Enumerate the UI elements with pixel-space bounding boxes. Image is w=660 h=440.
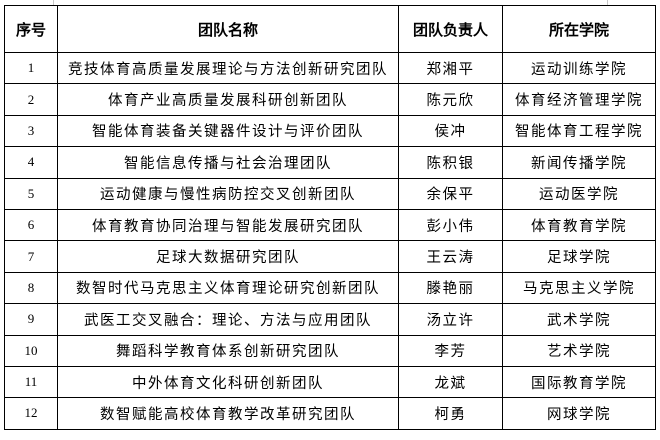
table-row: 9 武医工交叉融合：理论、方法与应用团队 汤立许 武术学院 xyxy=(4,303,656,336)
table-header-row: 序号 团队名称 团队负责人 所在学院 xyxy=(4,5,656,53)
teams-table: 序号 团队名称 团队负责人 所在学院 1 竞技体育高质量发展理论与方法创新研究团队… xyxy=(4,5,656,430)
cell-team-leader: 龙斌 xyxy=(398,365,503,399)
cell-team-leader: 郑湘平 xyxy=(398,51,503,85)
cell-college: 运动医学院 xyxy=(502,177,656,210)
cell-college: 足球学院 xyxy=(502,240,656,273)
cell-team-name: 数智赋能高校体育教学改革研究团队 xyxy=(57,397,399,430)
cell-team-leader: 陈积银 xyxy=(398,146,503,179)
table-row: 6 体育教育协同治理与智能发展研究团队 彭小伟 体育教育学院 xyxy=(4,208,656,242)
cell-team-leader: 王云涛 xyxy=(398,240,503,273)
cell-team-name: 足球大数据研究团队 xyxy=(57,240,399,273)
cell-team-name: 智能信息传播与社会治理团队 xyxy=(57,146,399,179)
header-index: 序号 xyxy=(4,5,58,53)
cell-team-leader: 汤立许 xyxy=(398,303,503,336)
table-row: 8 数智时代马克思主义体育理论研究创新团队 滕艳丽 马克思主义学院 xyxy=(4,271,656,305)
cell-college: 艺术学院 xyxy=(502,334,656,367)
table-row: 12 数智赋能高校体育教学改革研究团队 柯勇 网球学院 xyxy=(4,397,656,430)
cell-college: 武术学院 xyxy=(502,303,656,336)
cell-team-name: 竞技体育高质量发展理论与方法创新研究团队 xyxy=(57,51,399,85)
cell-college: 马克思主义学院 xyxy=(502,271,656,305)
cell-index: 8 xyxy=(4,271,58,305)
cell-team-name: 舞蹈科学教育体系创新研究团队 xyxy=(57,334,399,367)
cell-team-name: 体育产业高质量发展科研创新团队 xyxy=(57,83,399,116)
cell-team-leader: 李芳 xyxy=(398,334,503,367)
cell-index: 3 xyxy=(4,114,58,148)
cell-team-name: 中外体育文化科研创新团队 xyxy=(57,365,399,399)
cell-college: 体育经济管理学院 xyxy=(502,83,656,116)
header-team-name: 团队名称 xyxy=(57,5,399,53)
cell-team-leader: 柯勇 xyxy=(398,397,503,430)
cell-team-name: 体育教育协同治理与智能发展研究团队 xyxy=(57,208,399,242)
table-row: 2 体育产业高质量发展科研创新团队 陈元欣 体育经济管理学院 xyxy=(4,83,656,116)
cell-team-leader: 侯冲 xyxy=(398,114,503,148)
cell-index: 7 xyxy=(4,240,58,273)
cell-college: 网球学院 xyxy=(502,397,656,430)
page-margin-mark-right xyxy=(607,0,608,5)
cell-index: 6 xyxy=(4,208,58,242)
cell-team-leader: 滕艳丽 xyxy=(398,271,503,305)
table-row: 5 运动健康与慢性病防控交叉创新团队 余保平 运动医学院 xyxy=(4,177,656,210)
cell-index: 12 xyxy=(4,397,58,430)
page-margin-mark-left xyxy=(53,0,54,5)
table-row: 1 竞技体育高质量发展理论与方法创新研究团队 郑湘平 运动训练学院 xyxy=(4,51,656,85)
cell-index: 9 xyxy=(4,303,58,336)
header-team-leader: 团队负责人 xyxy=(398,5,503,53)
table-row: 11 中外体育文化科研创新团队 龙斌 国际教育学院 xyxy=(4,365,656,399)
table-row: 3 智能体育装备关键器件设计与评价团队 侯冲 智能体育工程学院 xyxy=(4,114,656,148)
cell-index: 4 xyxy=(4,146,58,179)
cell-college: 新闻传播学院 xyxy=(502,146,656,179)
cell-team-leader: 彭小伟 xyxy=(398,208,503,242)
table-row: 7 足球大数据研究团队 王云涛 足球学院 xyxy=(4,240,656,273)
table-row: 10 舞蹈科学教育体系创新研究团队 李芳 艺术学院 xyxy=(4,334,656,367)
cell-college: 运动训练学院 xyxy=(502,51,656,85)
cell-team-leader: 余保平 xyxy=(398,177,503,210)
cell-team-name: 数智时代马克思主义体育理论研究创新团队 xyxy=(57,271,399,305)
cell-team-name: 运动健康与慢性病防控交叉创新团队 xyxy=(57,177,399,210)
cell-index: 10 xyxy=(4,334,58,367)
cell-college: 智能体育工程学院 xyxy=(502,114,656,148)
cell-index: 5 xyxy=(4,177,58,210)
cell-index: 11 xyxy=(4,365,58,399)
cell-college: 体育教育学院 xyxy=(502,208,656,242)
cell-college: 国际教育学院 xyxy=(502,365,656,399)
cell-team-leader: 陈元欣 xyxy=(398,83,503,116)
cell-team-name: 智能体育装备关键器件设计与评价团队 xyxy=(57,114,399,148)
table-row: 4 智能信息传播与社会治理团队 陈积银 新闻传播学院 xyxy=(4,146,656,179)
cell-index: 2 xyxy=(4,83,58,116)
header-college: 所在学院 xyxy=(502,5,656,53)
cell-team-name: 武医工交叉融合：理论、方法与应用团队 xyxy=(57,303,399,336)
cell-index: 1 xyxy=(4,51,58,85)
